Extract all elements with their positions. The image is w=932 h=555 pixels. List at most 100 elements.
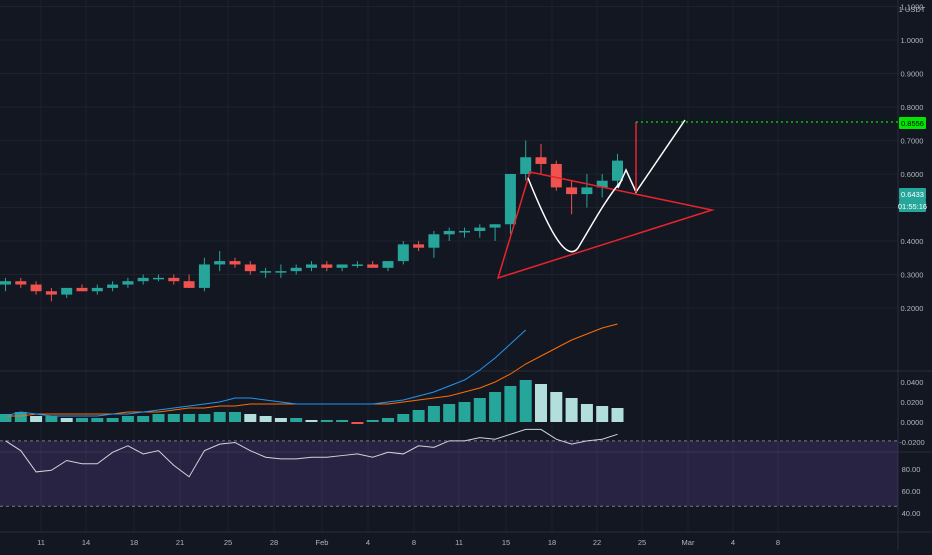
candle-body — [336, 264, 348, 268]
candle-body — [61, 287, 73, 295]
date-tick-label: 21 — [176, 538, 184, 547]
candle-body — [413, 244, 425, 248]
candle — [61, 287, 73, 298]
rsi-band-fill — [0, 440, 898, 507]
macd-bar — [14, 412, 27, 422]
candle — [566, 180, 578, 215]
macd-bar — [183, 414, 196, 422]
price-tick-label: 0.3000 — [901, 271, 924, 280]
candle — [397, 241, 409, 265]
candle-body — [214, 261, 226, 265]
candle — [168, 274, 180, 285]
macd-bar — [259, 416, 272, 422]
macd-bar — [535, 384, 547, 422]
price-tick-label: 0.4000 — [901, 237, 924, 246]
last-price-tag-bg — [899, 188, 926, 200]
candle-body — [76, 287, 88, 292]
date-tick-label: 8 — [412, 538, 416, 547]
macd-bar — [60, 418, 73, 422]
candle-body — [397, 244, 409, 262]
pattern-drawings — [496, 119, 898, 280]
candle-body — [428, 234, 440, 248]
macd-bar — [0, 414, 12, 422]
date-tick-label: 18 — [548, 538, 556, 547]
date-tick-label: 11 — [37, 538, 45, 547]
macd-bar — [473, 398, 486, 422]
candle-body — [45, 291, 57, 295]
candle — [275, 264, 287, 278]
countdown-tag: 01:55:16 — [898, 202, 927, 211]
grid — [0, 0, 898, 532]
triangle-pattern — [496, 171, 715, 280]
macd-tick-label: -0.0200 — [899, 438, 924, 447]
candle-body — [443, 230, 455, 235]
macd-bar — [91, 418, 104, 422]
candle — [0, 277, 11, 292]
price-tick-label: 1.0000 — [901, 36, 924, 45]
date-tick-label: 14 — [82, 538, 90, 547]
date-tick-label: 25 — [224, 538, 232, 547]
target-price-tag: 0.8556 — [901, 119, 924, 128]
date-tick-label: 28 — [270, 538, 278, 547]
candle — [153, 274, 164, 282]
candle — [198, 257, 210, 292]
last-price-tag: 0.6433 — [901, 190, 924, 199]
price-tick-label: 0.7000 — [901, 137, 924, 146]
rsi-tick-label: 80.00 — [902, 465, 921, 474]
candle-body — [229, 261, 241, 265]
candle-body — [581, 187, 593, 195]
candle-body — [321, 264, 333, 268]
candle-body — [153, 277, 164, 280]
date-tick-label: 4 — [366, 538, 370, 547]
candle-body — [474, 227, 486, 231]
macd-bar — [382, 418, 394, 422]
macd-line — [5, 329, 527, 417]
candle-body — [367, 264, 379, 268]
candle — [367, 261, 379, 268]
date-axis: 11 14 18 21 25 28 Feb 4 8 11 15 18 22 25 Mar 4 8 — [37, 538, 780, 547]
macd-bar — [305, 420, 318, 422]
candle — [290, 264, 302, 275]
date-tick-label: Mar — [682, 538, 695, 547]
macd-bar — [550, 392, 563, 422]
cup-curve — [527, 177, 623, 253]
macd-bar — [580, 404, 593, 422]
rsi-tick-label: 60.00 — [902, 487, 921, 496]
price-tick-label: 0.8000 — [901, 103, 924, 112]
candle-body — [137, 277, 149, 282]
candle-body — [382, 261, 394, 268]
candle — [214, 251, 226, 272]
candle — [229, 257, 241, 268]
candle — [91, 284, 103, 295]
candle — [336, 264, 348, 272]
candle-body — [306, 264, 317, 268]
candle — [474, 224, 486, 238]
price-tick-label: 0.9000 — [901, 70, 924, 79]
candle — [443, 227, 455, 241]
candle — [428, 230, 440, 258]
macd-bar — [320, 420, 333, 422]
candle — [581, 174, 593, 208]
macd-histogram — [0, 380, 624, 424]
candle-body — [198, 264, 210, 288]
rsi-tick-label: 40.00 — [902, 509, 921, 518]
date-tick-label: 8 — [776, 538, 780, 547]
countdown-tag-bg — [899, 200, 926, 212]
candle-body — [290, 267, 302, 272]
candle — [183, 274, 195, 288]
candle-body — [489, 224, 501, 228]
candle-body — [535, 157, 547, 164]
candle-body — [596, 180, 608, 188]
candle — [520, 140, 532, 181]
candle — [504, 174, 516, 235]
candle — [244, 261, 256, 275]
candle — [260, 267, 272, 278]
candle-body — [351, 264, 363, 266]
candle-body — [612, 160, 623, 181]
macd-bar — [152, 414, 165, 422]
date-tick-label: 11 — [455, 538, 463, 547]
candle-body — [0, 281, 11, 285]
rsi-line — [5, 428, 618, 478]
